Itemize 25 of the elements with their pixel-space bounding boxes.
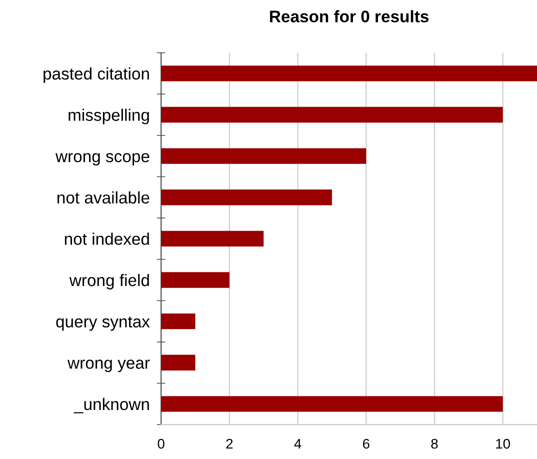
y-tick-label: not indexed bbox=[64, 232, 149, 245]
bar bbox=[161, 272, 230, 288]
bar bbox=[161, 66, 537, 82]
y-tick-label: pasted citation bbox=[44, 67, 149, 83]
x-tick-label: 10 bbox=[496, 438, 510, 449]
y-tick-label: wrong scope bbox=[55, 153, 150, 166]
bar bbox=[161, 148, 366, 164]
bar bbox=[161, 230, 264, 247]
y-tick-label: query syntax bbox=[56, 316, 150, 331]
x-tick-label: 2 bbox=[226, 438, 233, 449]
y-tick-label: wrong field bbox=[69, 274, 149, 290]
bar bbox=[161, 106, 503, 123]
x-tick-label: 4 bbox=[294, 438, 302, 449]
x-tick-label: 8 bbox=[431, 438, 438, 449]
y-tick-label: _unknown bbox=[74, 398, 149, 414]
x-tick-label: 6 bbox=[362, 438, 370, 449]
y-tick-label: wrong year bbox=[68, 360, 150, 372]
y-tick-label: misspelling bbox=[68, 108, 149, 124]
bar bbox=[161, 313, 196, 330]
y-tick-label: not available bbox=[58, 191, 150, 204]
x-tick-label: 0 bbox=[158, 438, 164, 449]
bar bbox=[161, 190, 332, 206]
bar bbox=[161, 354, 196, 370]
bar bbox=[161, 396, 503, 412]
chart-title: Reason for 0 results bbox=[270, 10, 428, 22]
